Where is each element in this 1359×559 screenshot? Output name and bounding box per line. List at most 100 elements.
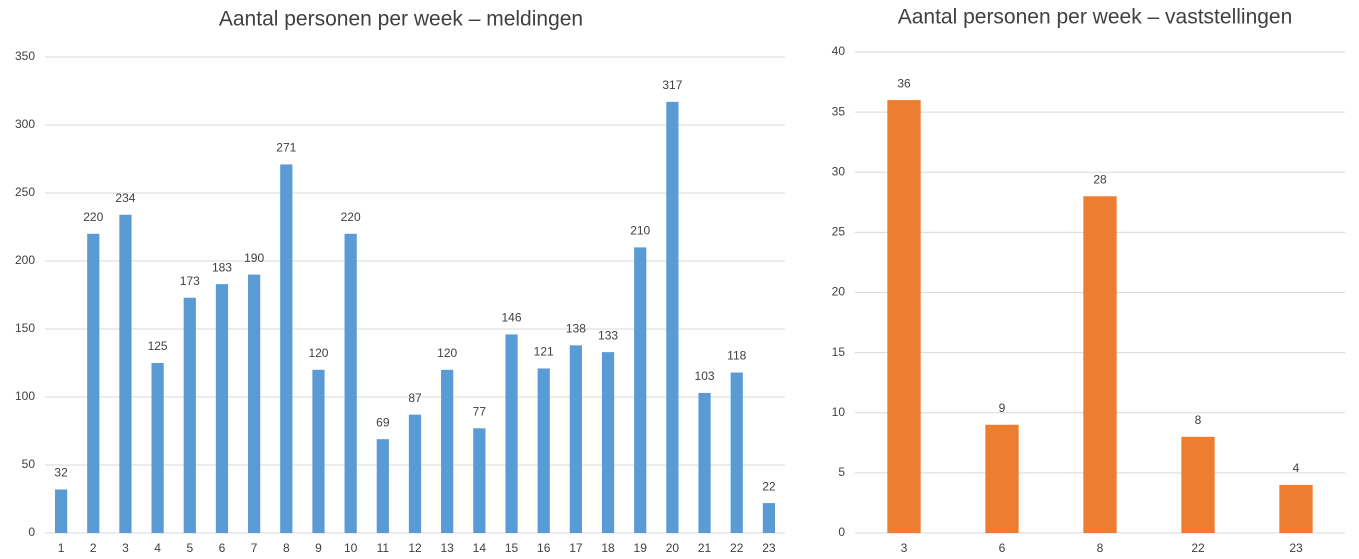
y-tick-label: 100 xyxy=(15,389,35,403)
bar xyxy=(87,233,100,534)
data-label: 28 xyxy=(1093,172,1107,186)
data-label: 120 xyxy=(437,346,457,360)
data-label: 118 xyxy=(727,349,746,363)
bar xyxy=(1083,196,1117,534)
x-tick-label: 9 xyxy=(315,541,322,555)
y-tick-label: 250 xyxy=(15,185,35,199)
y-tick-label: 25 xyxy=(832,225,846,239)
bar xyxy=(312,369,325,533)
x-tick-label: 15 xyxy=(505,541,519,555)
data-label: 69 xyxy=(376,415,390,429)
x-tick-label: 22 xyxy=(730,541,744,555)
x-tick-label: 3 xyxy=(122,541,129,555)
bar xyxy=(473,428,486,533)
x-tick-label: 12 xyxy=(408,541,422,555)
y-tick-label: 5 xyxy=(838,465,845,479)
x-tick-label: 8 xyxy=(1097,541,1104,555)
data-label: 103 xyxy=(695,369,715,383)
x-tick-label: 1 xyxy=(58,541,65,555)
data-label: 220 xyxy=(341,210,361,224)
y-tick-label: 15 xyxy=(832,345,846,359)
bar xyxy=(215,284,229,533)
data-label: 36 xyxy=(897,76,911,90)
bar xyxy=(887,100,921,533)
y-tick-label: 350 xyxy=(15,49,35,63)
bar xyxy=(248,274,261,533)
bar xyxy=(601,352,615,533)
x-tick-label: 16 xyxy=(537,541,551,555)
y-tick-label: 50 xyxy=(22,457,36,471)
y-tick-label: 200 xyxy=(15,253,35,267)
bar xyxy=(119,214,132,533)
x-tick-label: 13 xyxy=(440,541,454,555)
data-label: 138 xyxy=(566,321,586,335)
data-label: 183 xyxy=(212,260,232,274)
bar xyxy=(151,363,164,533)
x-tick-label: 6 xyxy=(999,541,1006,555)
data-label: 125 xyxy=(148,339,168,353)
x-tick-label: 11 xyxy=(377,541,390,555)
bar xyxy=(408,414,422,533)
x-tick-label: 23 xyxy=(1289,541,1303,555)
x-tick-label: 4 xyxy=(154,541,161,555)
y-tick-label: 30 xyxy=(832,164,846,178)
bar xyxy=(634,247,647,533)
x-tick-label: 2 xyxy=(90,541,97,555)
x-tick-label: 14 xyxy=(473,541,487,555)
y-tick-label: 300 xyxy=(15,117,35,131)
y-tick-label: 0 xyxy=(838,525,845,539)
data-label: 173 xyxy=(180,274,200,288)
chart-title: Aantal personen per week – vaststellinge… xyxy=(898,6,1293,29)
data-label: 9 xyxy=(999,401,1006,415)
bar xyxy=(505,334,518,533)
data-label: 22 xyxy=(762,479,776,493)
bar xyxy=(569,345,582,533)
bar xyxy=(666,101,679,533)
data-label: 121 xyxy=(534,345,554,359)
x-tick-label: 5 xyxy=(186,541,193,555)
data-label: 32 xyxy=(54,466,68,480)
data-label: 220 xyxy=(83,210,103,224)
data-label: 317 xyxy=(662,78,682,92)
x-tick-label: 20 xyxy=(666,541,680,555)
bar xyxy=(54,489,68,533)
x-tick-label: 6 xyxy=(219,541,226,555)
data-label: 77 xyxy=(473,404,487,418)
data-label: 190 xyxy=(244,251,264,265)
x-tick-label: 21 xyxy=(698,541,712,555)
data-label: 210 xyxy=(630,224,650,238)
y-tick-label: 40 xyxy=(832,44,846,58)
y-tick-label: 150 xyxy=(15,321,35,335)
x-tick-label: 19 xyxy=(634,541,648,555)
x-tick-label: 17 xyxy=(569,541,583,555)
y-tick-label: 35 xyxy=(832,104,846,118)
y-tick-label: 20 xyxy=(832,285,846,299)
bar xyxy=(441,369,454,533)
bar xyxy=(1279,484,1313,533)
bar xyxy=(730,372,743,533)
x-tick-label: 22 xyxy=(1191,541,1205,555)
x-tick-label: 7 xyxy=(251,541,258,555)
bar xyxy=(762,503,776,533)
x-tick-label: 8 xyxy=(283,541,290,555)
data-label: 4 xyxy=(1293,461,1300,475)
x-tick-label: 10 xyxy=(344,541,358,555)
bar xyxy=(698,392,711,533)
x-tick-label: 23 xyxy=(762,541,776,555)
bar xyxy=(1181,436,1215,533)
data-label: 120 xyxy=(308,346,328,360)
chart-title: Aantal personen per week – meldingen xyxy=(219,8,583,31)
bar xyxy=(183,297,196,533)
data-label: 146 xyxy=(502,311,522,325)
y-tick-label: 0 xyxy=(28,525,35,539)
x-tick-label: 18 xyxy=(601,541,615,555)
data-label: 8 xyxy=(1195,413,1202,427)
data-label: 271 xyxy=(276,141,296,155)
bar xyxy=(344,233,357,534)
bar xyxy=(280,164,293,533)
x-tick-label: 3 xyxy=(901,541,908,555)
bar xyxy=(537,368,550,533)
y-tick-label: 10 xyxy=(832,405,846,419)
bar xyxy=(985,424,1019,533)
